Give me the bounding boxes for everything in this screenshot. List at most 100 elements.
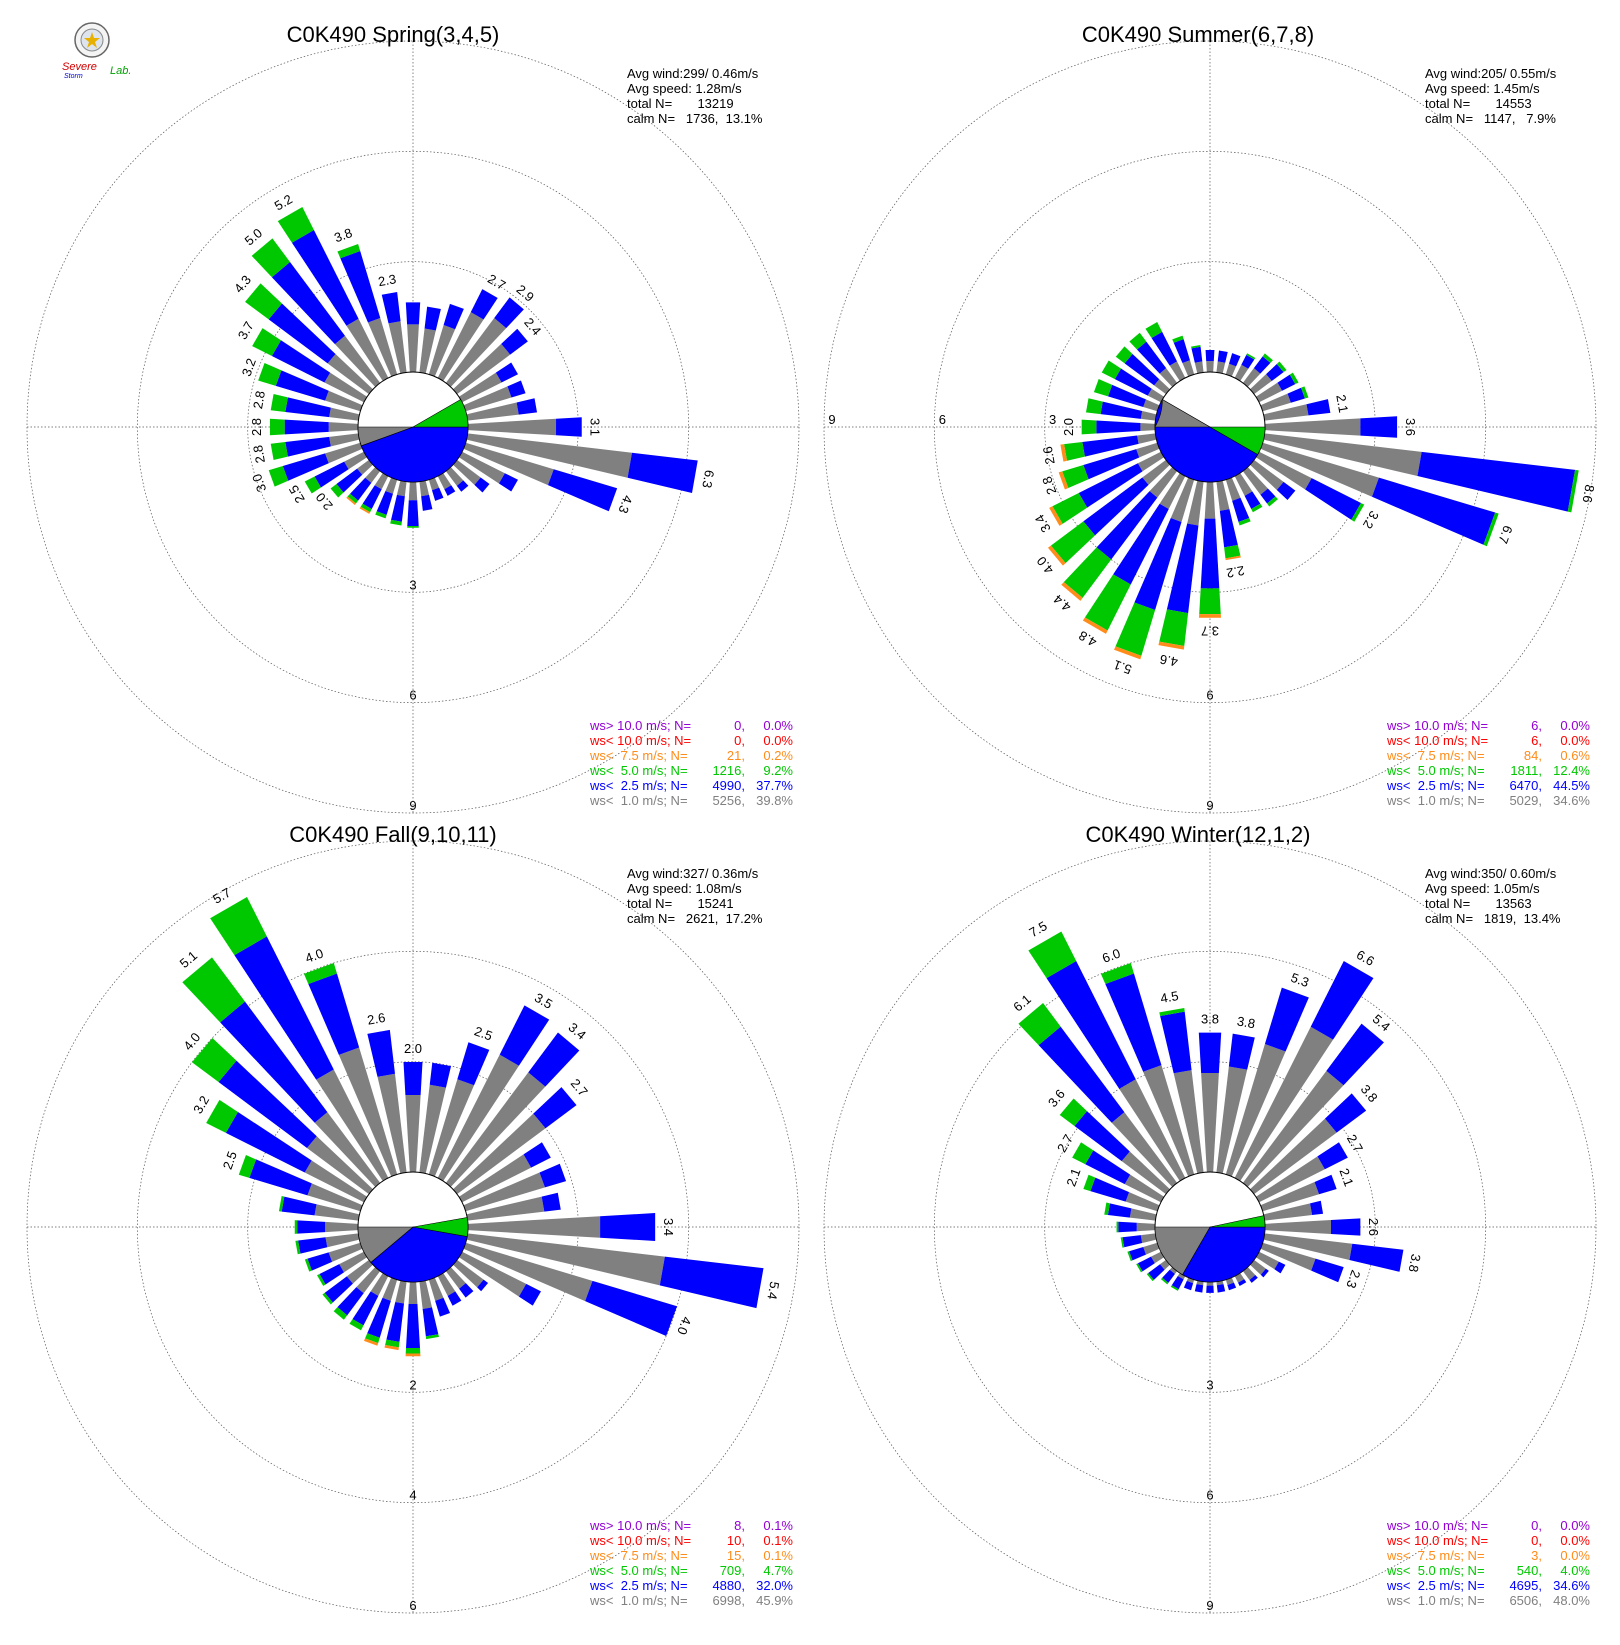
bar-segment-gray [419, 1280, 432, 1310]
legend-count: 1216, [712, 763, 745, 778]
bar-segment-blue [1206, 1285, 1214, 1293]
bar-segment-blue [1162, 1269, 1175, 1283]
bar-segment-green [245, 283, 282, 320]
bar-segment-blue [1238, 1279, 1247, 1286]
bar-segment-green [1101, 360, 1121, 380]
bar-segment-blue [1306, 399, 1331, 416]
bar-segment-blue [1324, 1093, 1367, 1133]
legend-label: ws< 2.5 m/s; N= [589, 778, 688, 793]
bar-segment-blue [1194, 1284, 1204, 1293]
bar-label: 2.1 [1333, 393, 1351, 413]
bar-segment-green [1159, 609, 1189, 646]
ring-label: 6 [1206, 688, 1213, 703]
bar-segment-green [191, 1037, 237, 1083]
bar-label: 3.4 [661, 1218, 676, 1236]
stats-line: calm N= 2621, 17.2% [627, 911, 763, 926]
bar-segment-gray [453, 1113, 546, 1195]
bar-label: 5.4 [1370, 1011, 1393, 1034]
bar-segment-blue [474, 477, 490, 493]
bar-segment-blue [352, 1291, 379, 1326]
bar-segment-gray [316, 1069, 389, 1182]
stats-line: total N= 13219 [627, 96, 734, 111]
bar-segment-blue [350, 477, 372, 501]
bar-segment-blue [1107, 1203, 1132, 1218]
bar-segment-green [375, 511, 387, 519]
bar-segment-green [1063, 547, 1112, 598]
bar-segment-green [294, 1220, 298, 1234]
stats-line: Avg wind:299/ 0.46m/s [627, 66, 759, 81]
bar-segment-gray [395, 1280, 407, 1304]
bar-segment-gray [1119, 1079, 1186, 1182]
bar-segment-green [238, 1155, 257, 1178]
bar-segment-blue [1260, 1268, 1269, 1278]
bar-segment-blue [1227, 1282, 1237, 1291]
calm-pie-blue [370, 1226, 468, 1283]
bar-segment-blue [1216, 1284, 1226, 1293]
bar-segment-gray [1169, 1267, 1178, 1275]
bar-segment-blue [429, 1062, 452, 1088]
bar-segment-blue [307, 1252, 333, 1271]
legend-label: ws< 1.0 m/s; N= [589, 1593, 688, 1608]
bar-segment-gray [408, 481, 418, 501]
bar-segment-gray [1173, 1070, 1204, 1174]
bar-segment-blue [516, 398, 538, 415]
bar-segment-blue [1326, 1023, 1384, 1086]
stats-line: calm N= 1147, 7.9% [1425, 111, 1556, 126]
legend-percent: 0.1% [763, 1518, 793, 1533]
bar-segment-blue [362, 485, 382, 509]
legend-label: ws> 10.0 m/s; N= [1386, 1518, 1488, 1533]
grid-ring [933, 950, 1487, 1504]
bar-segment-blue [495, 362, 518, 383]
bar-segment-blue [1349, 1243, 1404, 1272]
stats-line: Avg wind:205/ 0.55m/s [1425, 66, 1557, 81]
bar-segment-blue [499, 1005, 550, 1066]
bar-segment-gray [463, 1242, 593, 1302]
bar-segment-gray [325, 1233, 360, 1248]
legend-count: 84, [1524, 748, 1542, 763]
bar-segment-green [360, 503, 372, 513]
legend-percent: 45.9% [756, 1593, 793, 1608]
legend-label: ws< 5.0 m/s; N= [589, 1563, 688, 1578]
bar-segment-green [405, 1347, 421, 1354]
bar-segment-gray [1242, 368, 1261, 387]
bar-segment-gray [1143, 399, 1160, 412]
ring-label-west: 9 [828, 412, 835, 427]
bar-segment-green [1028, 931, 1077, 979]
bar-segment-blue [1096, 420, 1141, 434]
bar-label: 2.1 [1063, 1166, 1083, 1188]
bar-segment-gray [1129, 1208, 1157, 1221]
bar-segment-green [1129, 332, 1147, 350]
legend-percent: 34.6% [1553, 1578, 1590, 1593]
bar-segment-green [1127, 1251, 1133, 1262]
legend-percent: 0.0% [1560, 1548, 1590, 1563]
bar-segment-orange [1158, 641, 1185, 650]
bar-label: 2.5 [286, 483, 308, 506]
bar-label: 2.8 [250, 444, 268, 464]
bar-segment-blue [1085, 1150, 1131, 1185]
bar-segment-gray [1140, 422, 1156, 432]
legend-percent: 0.0% [763, 733, 793, 748]
bar-segment-gray [314, 1112, 381, 1187]
bar-segment-blue [498, 473, 518, 492]
bar-label: 3.1 [588, 418, 603, 436]
bar-segment-blue [1166, 523, 1199, 614]
bar-segment-gray [445, 1072, 546, 1187]
bar-segment-gray [329, 433, 360, 447]
bar-segment-blue [340, 251, 381, 323]
bar-segment-blue [268, 303, 336, 364]
legend-count: 5029, [1509, 793, 1542, 808]
bar-label: 3.2 [190, 1093, 212, 1116]
bar-label: 3.7 [1201, 624, 1219, 639]
bar-segment-blue [444, 485, 456, 496]
legend-percent: 0.1% [763, 1548, 793, 1563]
bar-segment-gray [334, 335, 381, 387]
bar-label: 4.4 [1050, 592, 1073, 615]
bar-label: 3.4 [566, 1020, 589, 1043]
legend-count: 6, [1531, 718, 1542, 733]
legend-label: ws< 1.0 m/s; N= [1386, 793, 1485, 808]
legend-label: ws< 2.5 m/s; N= [1386, 1578, 1485, 1593]
bar-segment-blue [1078, 463, 1143, 508]
bar-segment-blue [1118, 1221, 1137, 1233]
stats-line: calm N= 1819, 13.4% [1425, 911, 1561, 926]
legend-percent: 44.5% [1553, 778, 1590, 793]
